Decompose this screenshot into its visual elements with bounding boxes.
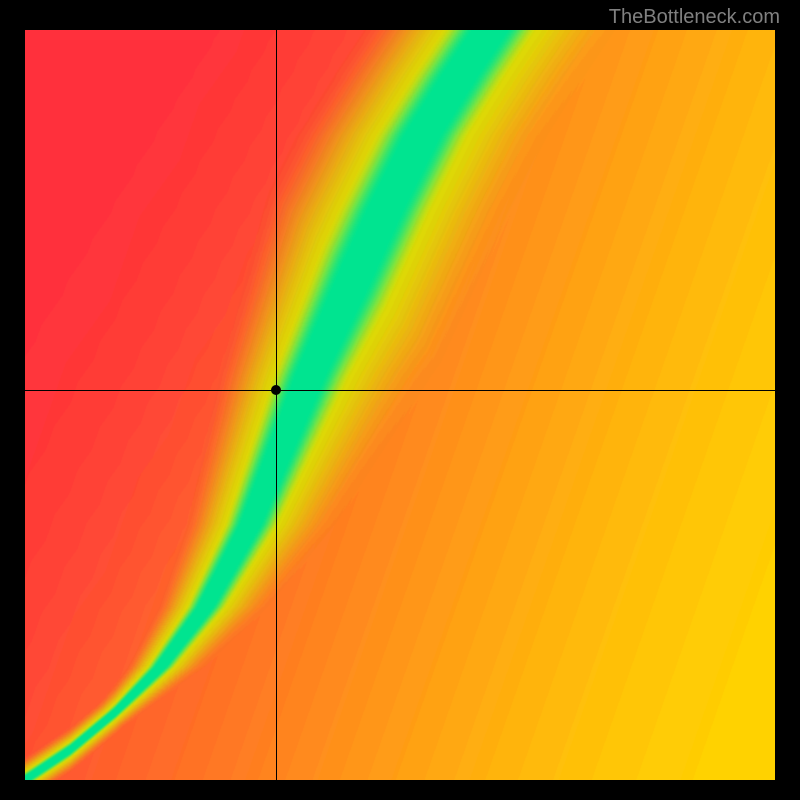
- crosshair-horizontal: [25, 390, 775, 391]
- watermark-text: TheBottleneck.com: [609, 6, 780, 29]
- plot-area: [25, 30, 775, 780]
- heatmap-canvas: [25, 30, 775, 780]
- crosshair-marker: [271, 385, 281, 395]
- crosshair-vertical: [276, 30, 277, 780]
- figure-container: TheBottleneck.com: [0, 0, 800, 800]
